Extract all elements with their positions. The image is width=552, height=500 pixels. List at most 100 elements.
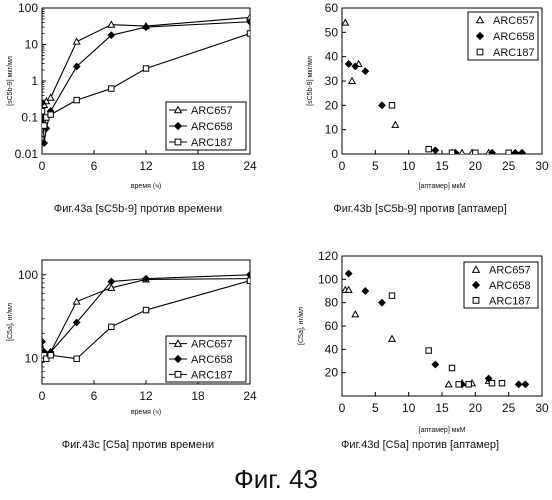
x-tick-label: 0 (39, 159, 46, 173)
legend-label-arc658: ARC658 (191, 354, 233, 366)
data-point-arc187 (39, 108, 44, 113)
x-tick-label: 24 (243, 389, 257, 403)
x-tick-label: 0 (339, 159, 346, 173)
data-point-arc187 (74, 97, 79, 102)
y-tick-label: 80 (325, 296, 339, 310)
y-tick-label: 0 (331, 147, 338, 161)
figure-title: Фиг. 43 (234, 464, 318, 494)
y-tick-label: 100 (18, 1, 38, 15)
data-point-arc187 (109, 86, 114, 91)
x-tick-label: 18 (191, 159, 205, 173)
x-tick-label: 15 (435, 401, 449, 415)
x-tick-label: 30 (535, 401, 549, 415)
x-tick-label: 30 (535, 159, 549, 173)
legend-marker-arc187 (175, 139, 181, 145)
y-tick-label: 100 (318, 272, 338, 286)
legend-label-arc658: ARC658 (493, 31, 535, 43)
chart-panel-d: 20406080100120 051015202530 [C5a], нг/мл… (298, 249, 549, 451)
x-axis-label-d: [аптамер] мкМ (419, 427, 466, 434)
data-point-arc187 (48, 112, 53, 117)
caption-b: Фиг.43b [sC5b-9] против [аптамер] (333, 203, 506, 215)
data-point-arc187 (389, 103, 394, 108)
x-tick-label: 18 (191, 389, 205, 403)
y-tick-label: 0.1 (21, 111, 38, 125)
x-tick-label: 0 (39, 389, 46, 403)
y-tick-label: 40 (325, 342, 339, 356)
y-tick-label: 100 (18, 268, 38, 282)
y-axis-label-d: [C5a], нг/мл (298, 307, 305, 345)
legend-label-arc657: ARC657 (191, 105, 233, 117)
x-tick-label: 10 (402, 159, 416, 173)
x-tick-label: 25 (502, 401, 516, 415)
data-point-arc187 (466, 382, 471, 387)
data-point-arc187 (473, 150, 478, 155)
x-tick-label: 24 (243, 159, 257, 173)
data-point-arc187 (456, 382, 461, 387)
x-tick-label: 25 (502, 159, 516, 173)
x-axis-label-a: время (ч) (131, 183, 161, 190)
data-point-arc187 (48, 353, 53, 358)
y-ticks-a: 0.010.1110100 (15, 1, 46, 161)
data-point-arc187 (41, 123, 46, 128)
y-tick-label: 20 (325, 366, 339, 380)
x-tick-label: 6 (91, 159, 98, 173)
legend-marker-arc187 (175, 371, 181, 377)
caption-d: Фиг.43d [C5a] против [аптамер] (341, 439, 499, 451)
legend-d: ARC657 ARC658 ARC187 (464, 262, 538, 308)
data-point-arc187 (426, 146, 431, 151)
y-tick-label: 60 (325, 319, 339, 333)
data-point-arc187 (143, 66, 148, 71)
x-tick-label: 6 (91, 389, 98, 403)
y-tick-label: 40 (325, 50, 339, 64)
x-tick-label: 5 (372, 401, 379, 415)
x-axis-label-c: время (ч) (131, 409, 161, 416)
y-tick-label: 30 (325, 74, 339, 88)
legend-label-arc187: ARC187 (191, 137, 233, 149)
data-point-arc187 (247, 31, 252, 36)
data-point-arc187 (109, 324, 114, 329)
data-point-arc187 (449, 365, 454, 370)
y-axis-label-b: [sC5b-9] мкг/мл (307, 56, 314, 106)
legend-marker-arc187 (477, 49, 483, 55)
legend-a: ARC657 ARC658 ARC187 (166, 102, 246, 150)
legend-b: ARC657 ARC658 ARC187 (468, 12, 538, 60)
chart-panel-a: 0.010.1110100 06121824 [sC5b-9] мкг/мл в… (7, 1, 257, 215)
legend-label-arc657: ARC657 (493, 15, 535, 27)
y-tick-label: 50 (325, 25, 339, 39)
x-tick-label: 20 (469, 401, 483, 415)
x-axis-label-b: [аптамер] мкМ (419, 183, 466, 190)
x-tick-label: 5 (372, 159, 379, 173)
legend-label-arc657: ARC657 (489, 265, 531, 277)
x-tick-label: 10 (402, 401, 416, 415)
legend-label-arc657: ARC657 (191, 339, 233, 351)
legend-label-arc187: ARC187 (493, 47, 535, 59)
x-tick-label: 12 (139, 159, 153, 173)
legend-c: ARC657ARC658ARC187 (166, 336, 246, 382)
caption-c: Фиг.43с [C5a] против времени (62, 439, 214, 451)
y-tick-label: 0.01 (15, 147, 39, 161)
y-axis-label-c: [C5a], нг/мл (7, 303, 14, 341)
legend-label-arc658: ARC658 (489, 280, 531, 292)
data-point-arc187 (389, 293, 394, 298)
y-axis-label-a: [sC5b-9] мкг/мл (7, 56, 14, 106)
legend-marker-arc187 (473, 297, 479, 303)
data-point-arc187 (74, 356, 79, 361)
legend-label-arc658: ARC658 (191, 121, 233, 133)
data-point-arc187 (506, 150, 511, 155)
y-tick-label: 60 (325, 1, 339, 15)
caption-a: Фиг.43а [sC5b-9] против времени (54, 203, 222, 215)
chart-panel-c: 10100 06121824 [C5a], нг/мл время (ч) AR… (7, 260, 257, 451)
data-point-arc187 (426, 348, 431, 353)
data-point-arc187 (247, 278, 252, 283)
y-tick-label: 1 (31, 74, 38, 88)
data-point-arc187 (489, 380, 494, 385)
x-tick-label: 15 (435, 159, 449, 173)
x-tick-label: 20 (469, 159, 483, 173)
chart-panel-b: 0102030405060 051015202530 [sC5b-9] мкг/… (307, 1, 549, 215)
data-point-arc187 (499, 380, 504, 385)
legend-label-arc187: ARC187 (489, 295, 531, 307)
x-tick-label: 12 (139, 389, 153, 403)
data-point-arc187 (143, 307, 148, 312)
y-tick-label: 20 (325, 98, 339, 112)
